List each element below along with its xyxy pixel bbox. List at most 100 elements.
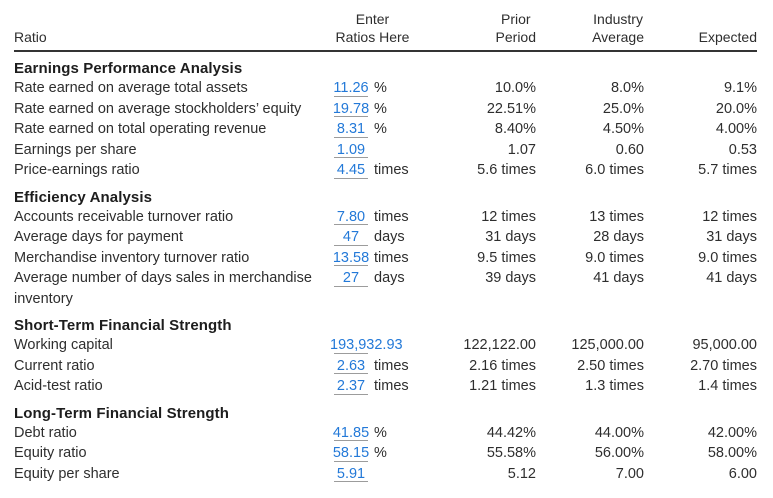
prior-period-value: 1.07 — [507, 141, 536, 158]
table-row: Accounts receivable turnover ratio 7.80 ti… — [14, 207, 757, 228]
column-header-industry-line1: Industry — [593, 11, 643, 27]
industry-average-value: 25.0% — [602, 100, 644, 117]
ratio-entry-field[interactable]: 13.58 — [330, 248, 372, 269]
expected-value: 31 days — [706, 229, 757, 245]
enter-ratio-cell: 4.45 times — [330, 160, 415, 181]
table-header-row: Ratio Enter Ratios Here Prior Period Ind… — [14, 10, 757, 50]
table-row: Merchandise inventory turnover ratio 13.5… — [14, 248, 757, 269]
ratio-row-label: Average number of days sales in merchand… — [14, 270, 312, 307]
ratio-row-label: Earnings per share — [14, 141, 137, 158]
industry-average-value: 13 times — [589, 208, 644, 225]
table-row: Equity ratio 58.15% 55.58% 56.00% 58.00% — [14, 443, 757, 464]
ratio-unit-label: times — [374, 249, 409, 266]
industry-average-value: 6.0 times — [585, 162, 644, 178]
ratio-unit-label: % — [374, 445, 387, 461]
table-row: Acid-test ratio 2.37 times 1.21 times 1.3 ti… — [14, 376, 757, 397]
enter-ratio-cell: 27 days — [330, 268, 415, 289]
industry-average-value: 2.50 times — [577, 357, 644, 374]
expected-value: 58.00% — [707, 445, 757, 461]
enter-ratio-cell: 11.26% — [330, 78, 415, 99]
section-title: Efficiency Analysis — [14, 188, 153, 206]
prior-period-value: 12 times — [481, 208, 536, 225]
prior-period-value: 1.21 times — [469, 378, 536, 394]
ratio-entry-field[interactable]: 1.09 — [330, 140, 372, 161]
enter-ratio-cell: 2.37 times — [330, 376, 415, 397]
enter-ratio-cell: 193,932.93 — [330, 335, 415, 356]
ratio-entry-field[interactable]: 58.15 — [330, 443, 372, 464]
expected-value: 6.00 — [728, 465, 757, 482]
expected-value: 95,000.00 — [692, 337, 757, 353]
expected-value: 4.00% — [715, 121, 757, 137]
ratio-unit-label: times — [374, 162, 409, 178]
ratio-row-label: Acid-test ratio — [14, 378, 103, 394]
prior-period-value: 122,122.00 — [463, 337, 536, 353]
ratio-row-label: Rate earned on total operating revenue — [14, 121, 267, 137]
ratio-entry-field[interactable]: 2.37 — [330, 376, 372, 397]
industry-average-value: 56.00% — [594, 445, 644, 461]
expected-value: 0.53 — [728, 141, 757, 158]
ratio-unit-label: times — [374, 357, 409, 374]
prior-period-value: 44.42% — [486, 424, 536, 441]
ratio-entry-field[interactable]: 11.26 — [330, 78, 372, 99]
industry-average-value: 44.00% — [594, 424, 644, 441]
ratio-table-body: Earnings Performance Analysis Rate earned… — [14, 60, 757, 484]
column-header-industry-line2: Average — [592, 29, 644, 45]
enter-ratio-cell: 5.91 — [330, 464, 415, 485]
ratio-unit-label: % — [374, 80, 387, 96]
ratio-row-label: Accounts receivable turnover ratio — [14, 208, 234, 225]
ratio-entry-field[interactable]: 41.85 — [330, 423, 372, 444]
table-row: Equity per share 5.91 5.12 7.00 6.00 — [14, 464, 757, 485]
table-row: Price-earnings ratio 4.45 times 5.6 times 6.… — [14, 160, 757, 181]
ratio-entry-field[interactable]: 2.63 — [330, 356, 372, 377]
ratio-row-label: Price-earnings ratio — [14, 162, 140, 178]
table-row: Rate earned on average total assets 11.26… — [14, 78, 757, 99]
ratio-row-label: Working capital — [14, 337, 113, 353]
ratio-entry-field[interactable]: 27 — [330, 268, 372, 289]
column-header-industry-average: Industry Average — [536, 10, 644, 46]
industry-average-value: 4.50% — [602, 121, 644, 137]
column-header-prior-period: Prior Period — [415, 10, 536, 46]
enter-ratio-cell: 1.09 — [330, 140, 415, 161]
ratio-row-label: Current ratio — [14, 357, 95, 374]
ratio-row-label: Rate earned on average total assets — [14, 80, 248, 96]
ratio-row-label: Debt ratio — [14, 424, 77, 441]
ratio-unit-label: days — [374, 229, 405, 245]
enter-ratio-cell: 19.78% — [330, 99, 415, 120]
ratio-row-label: Rate earned on average stockholders’ equ… — [14, 100, 302, 117]
ratio-entry-field[interactable]: 19.78 — [330, 99, 372, 120]
enter-ratio-cell: 7.80 times — [330, 207, 415, 228]
prior-period-value: 8.40% — [494, 121, 536, 137]
table-row: Earnings per share 1.09 1.07 0.60 0.53 — [14, 140, 757, 161]
table-row: Rate earned on total operating revenue 8.… — [14, 119, 757, 140]
ratio-row-label: Equity ratio — [14, 445, 87, 461]
expected-value: 12 times — [702, 208, 757, 225]
ratio-entry-field[interactable]: 5.91 — [330, 464, 372, 485]
table-row: Rate earned on average stockholders’ equ… — [14, 99, 757, 120]
ratio-unit-label: days — [374, 270, 405, 286]
industry-average-value: 125,000.00 — [571, 337, 644, 353]
ratio-unit-label: % — [374, 424, 387, 441]
ratio-entry-field[interactable]: 8.31 — [330, 119, 372, 140]
table-row: Debt ratio 41.85% 44.42% 44.00% 42.00% — [14, 423, 757, 444]
enter-ratio-cell: 8.31% — [330, 119, 415, 140]
expected-value: 9.1% — [723, 80, 757, 96]
enter-ratios-header-stack: Enter Ratios Here — [336, 10, 410, 46]
expected-value: 41 days — [706, 270, 757, 286]
enter-ratio-cell: 58.15% — [330, 443, 415, 464]
ratio-entry-field[interactable]: 47 — [330, 227, 372, 248]
ratio-unit-label: % — [374, 100, 387, 117]
ratio-unit-label: times — [374, 208, 409, 225]
industry-average-value: 7.00 — [615, 465, 644, 482]
prior-period-value: 2.16 times — [469, 357, 536, 374]
column-header-prior-line2: Period — [495, 29, 536, 45]
column-header-enter-ratios: Enter Ratios Here — [330, 10, 415, 46]
industry-average-value: 9.0 times — [585, 249, 644, 266]
prior-period-value: 39 days — [485, 270, 536, 286]
section-title: Short-Term Financial Strength — [14, 317, 232, 334]
ratio-entry-field[interactable]: 4.45 — [330, 160, 372, 181]
ratio-entry-field[interactable]: 193,932.93 — [330, 335, 403, 356]
table-row: Average number of days sales in merchand… — [14, 268, 757, 309]
column-header-ratio: Ratio — [14, 29, 47, 45]
ratio-entry-field[interactable]: 7.80 — [330, 207, 372, 228]
